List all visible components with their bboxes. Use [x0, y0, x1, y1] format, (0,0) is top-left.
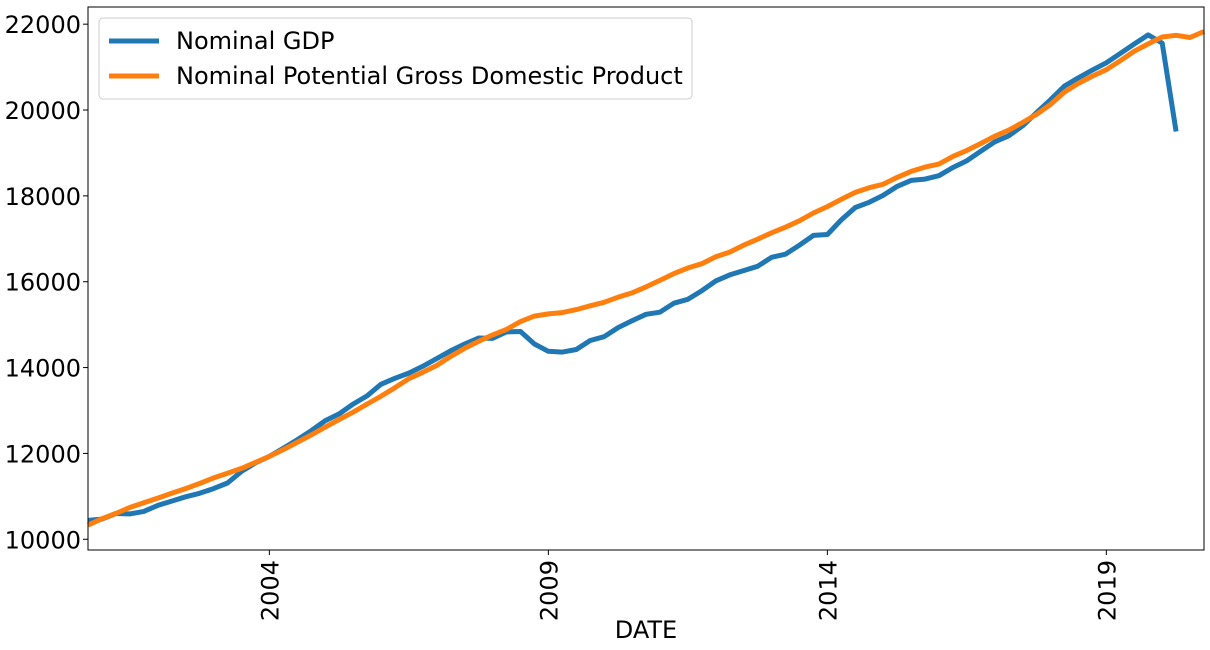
plot-frame [87, 6, 1205, 551]
y-tick-label: 14000 [5, 355, 81, 383]
x-tick-label: 2019 [1093, 560, 1121, 621]
legend: Nominal GDP Nominal Potential Gross Dome… [98, 17, 693, 100]
series-line-nominal-potential-gross-domestic-product [86, 29, 1205, 528]
legend-label-nominal-potential-gdp: Nominal Potential Gross Domestic Product [176, 62, 683, 90]
y-tick-label: 16000 [5, 269, 81, 297]
legend-box [98, 17, 693, 100]
x-tick-label: 2009 [535, 560, 563, 621]
y-tick-label: 22000 [5, 11, 81, 39]
legend-label-nominal-gdp: Nominal GDP [176, 27, 334, 55]
series-line-nominal-gdp [87, 32, 1179, 523]
x-axis: 2004 2009 2014 2019 [256, 550, 1121, 621]
x-tick-label: 2014 [814, 560, 842, 621]
x-tick-label: 2004 [256, 560, 284, 621]
x-axis-title: DATE [615, 616, 677, 644]
y-tick-label: 10000 [5, 526, 81, 554]
y-tick-label: 18000 [5, 183, 81, 211]
y-tick-label: 20000 [5, 97, 81, 125]
series-layer [86, 29, 1205, 528]
y-axis: 10000 12000 14000 16000 18000 20000 22000 [5, 11, 88, 554]
y-tick-label: 12000 [5, 440, 81, 468]
